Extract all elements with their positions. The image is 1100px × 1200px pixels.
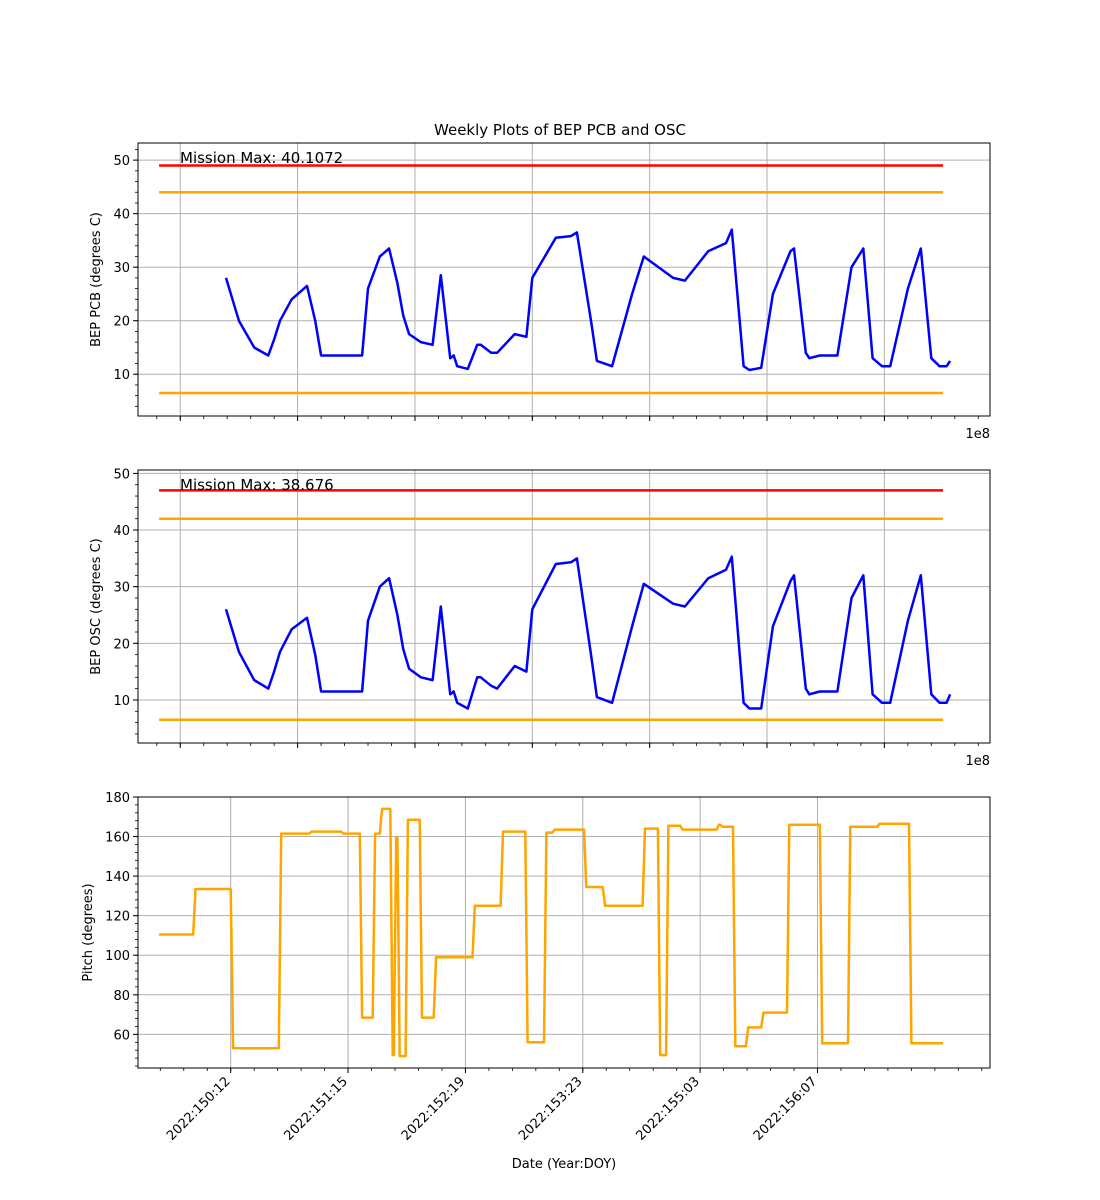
y-tick-label: 60	[113, 1028, 130, 1043]
mission-max-annotation: Mission Max: 38.676	[180, 476, 334, 494]
y-tick-label: 160	[105, 831, 130, 846]
y-tick-label: 50	[113, 154, 130, 169]
x-axis-label: Date (Year:DOY)	[512, 1157, 617, 1172]
panel-pitch: 60 80 100 120 140 160 180 2022:150:12 2022:151:1…	[81, 791, 991, 1144]
x-tick-label: 2022:151:15	[281, 1074, 350, 1143]
y-tick-label: 30	[113, 261, 130, 276]
y-axis-label: BEP OSC (degrees C)	[89, 538, 104, 674]
y-tick-label: 10	[113, 368, 130, 383]
series-line	[159, 807, 944, 1058]
y-tick-label: 180	[105, 791, 130, 806]
x-tick-label: 2022:155:03	[634, 1074, 703, 1143]
y-tick-label: 80	[113, 989, 130, 1004]
y-tick-label: 20	[113, 315, 130, 330]
y-tick-label: 20	[113, 637, 130, 652]
y-axis-label: Pitch (degrees)	[81, 883, 96, 981]
x-offset-text: 1e8	[965, 427, 990, 442]
y-tick-label: 10	[113, 694, 130, 709]
x-tick-label: 2022:153:23	[516, 1074, 585, 1143]
panel-bep-osc: 10 20 30 40 50 1e8 Mission Max: 38.676 BEP OSC …	[89, 467, 991, 769]
x-tick-label: 2022:150:12	[164, 1074, 233, 1143]
y-tick-label: 140	[105, 870, 130, 885]
mission-max-annotation: Mission Max: 40.1072	[180, 149, 343, 167]
plot-frame	[137, 796, 991, 1069]
y-tick-label: 120	[105, 910, 130, 925]
y-tick-label: 50	[113, 467, 130, 482]
x-offset-text: 1e8	[965, 754, 990, 769]
panel-bep-pcb: 10 20 30 40 50 1e8 Mission Max: 40.1072 BEP PCB…	[89, 142, 991, 442]
y-tick-label: 40	[113, 524, 130, 539]
plot-frame	[137, 142, 991, 417]
series-line	[224, 228, 952, 372]
y-tick-label: 30	[113, 581, 130, 596]
y-tick-label: 100	[105, 949, 130, 964]
series-line	[224, 555, 952, 710]
y-axis-label: BEP PCB (degrees C)	[89, 212, 104, 347]
y-tick-label: 40	[113, 208, 130, 223]
plot-frame	[137, 469, 991, 744]
figure-title: Weekly Plots of BEP PCB and OSC	[434, 121, 686, 139]
x-tick-label: 2022:156:07	[751, 1074, 820, 1143]
x-tick-label: 2022:152:19	[399, 1074, 468, 1143]
